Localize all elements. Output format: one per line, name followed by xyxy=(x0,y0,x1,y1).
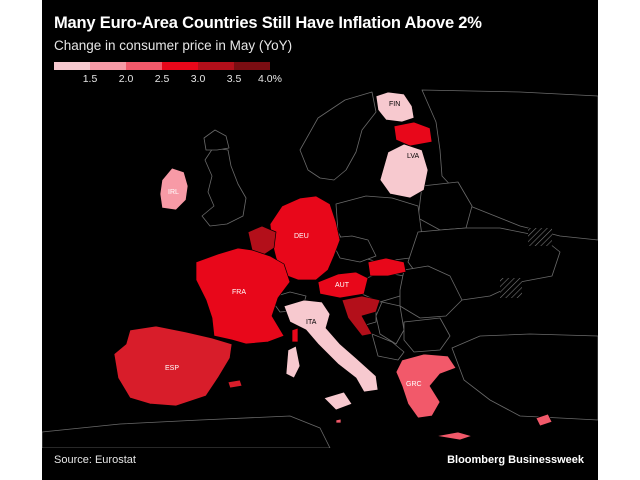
country-fin xyxy=(375,91,415,123)
country-est xyxy=(393,121,433,147)
legend-swatch-3 xyxy=(126,62,162,70)
country-mlt xyxy=(335,418,342,424)
country-fra-corsica xyxy=(291,327,299,343)
source-note: Source: Eurostat xyxy=(54,454,136,466)
country-label-fin: FIN xyxy=(389,101,400,108)
legend-swatch-1 xyxy=(54,62,90,70)
legend-swatch-4 xyxy=(162,62,198,70)
scotland-land xyxy=(203,129,230,151)
country-cyp xyxy=(535,413,553,427)
country-label-fra: FRA xyxy=(232,289,246,296)
country-esp-islands xyxy=(227,379,243,389)
legend-swatch-2 xyxy=(90,62,126,70)
legend-tick-3: 2.5 xyxy=(154,73,170,85)
country-ita xyxy=(283,299,379,393)
legend-tick-2: 2.0 xyxy=(118,73,134,85)
legend-tick-6: 4.0% xyxy=(258,73,282,85)
country-label-deu: DEU xyxy=(294,233,309,240)
country-grc xyxy=(395,353,457,419)
chart-subtitle: Change in consumer price in May (YoY) xyxy=(54,38,293,53)
country-aut xyxy=(317,271,369,299)
country-irl xyxy=(159,167,189,211)
chart-panel: Many Euro-Area Countries Still Have Infl… xyxy=(42,0,598,480)
country-labels: FIN LVA IRL DEU FRA AUT ITA ESP GRC xyxy=(165,101,422,388)
legend-tick-1: 1.5 xyxy=(82,73,98,85)
country-hrv xyxy=(341,295,381,337)
country-ita-sicily xyxy=(323,391,353,411)
chart-title: Many Euro-Area Countries Still Have Infl… xyxy=(54,14,482,32)
country-fra xyxy=(195,247,291,345)
north-africa-land xyxy=(42,415,331,448)
country-label-grc: GRC xyxy=(406,381,422,388)
legend-tick-5: 3.5 xyxy=(226,73,242,85)
country-label-irl: IRL xyxy=(168,189,179,196)
disputed-area-hatch-2 xyxy=(500,278,522,298)
country-svk xyxy=(367,257,407,277)
country-label-ita: ITA xyxy=(306,319,317,326)
country-grc-crete xyxy=(435,431,473,441)
country-ita-sardinia xyxy=(285,345,301,379)
turkey-land xyxy=(451,333,598,421)
country-esp xyxy=(113,325,233,407)
legend-tick-4: 3.0 xyxy=(190,73,206,85)
russia-northwest-land xyxy=(421,89,598,241)
czechia-land xyxy=(329,235,377,263)
balkan-south-land xyxy=(371,333,405,361)
country-label-aut: AUT xyxy=(335,282,350,289)
romania-land xyxy=(399,265,463,319)
country-lva xyxy=(379,143,429,199)
color-legend: 1.5 2.0 2.5 3.0 3.5 4.0% xyxy=(54,62,306,86)
bulgaria-land xyxy=(403,317,451,353)
legend-swatch-6 xyxy=(234,62,270,70)
country-label-esp: ESP xyxy=(165,365,179,372)
europe-map: FIN LVA IRL DEU FRA AUT ITA ESP GRC xyxy=(42,89,598,448)
legend-swatch-5 xyxy=(198,62,234,70)
disputed-area-hatch-1 xyxy=(528,228,552,246)
uk-land xyxy=(201,147,247,227)
scandinavia-land xyxy=(299,91,377,181)
euro-countries xyxy=(113,91,553,441)
country-label-lva: LVA xyxy=(407,153,420,160)
publisher-logo: Bloomberg Businessweek xyxy=(447,454,584,466)
